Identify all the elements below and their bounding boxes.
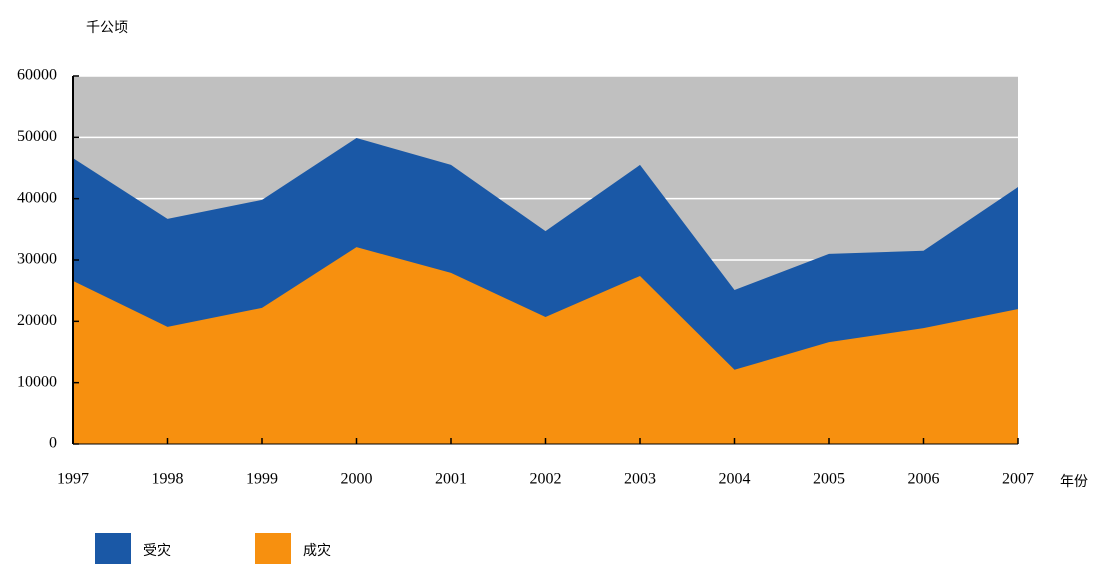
- y-tick-label: 60000: [17, 67, 57, 84]
- x-tick-label: 2000: [341, 471, 373, 488]
- area: [73, 247, 1018, 444]
- x-tick-label: 2007: [1002, 471, 1034, 488]
- y-tick-label: 10000: [17, 373, 57, 390]
- y-tick-label: 0: [49, 435, 57, 452]
- y-tick-label: 50000: [17, 128, 57, 145]
- y-tick-label: 20000: [17, 312, 57, 329]
- x-tick-label: 2004: [719, 471, 751, 488]
- y-axis-label: 千公顷: [86, 20, 128, 36]
- y-tick-label: 30000: [17, 251, 57, 268]
- x-tick-label: 2005: [813, 471, 845, 488]
- x-tick-label: 1997: [57, 471, 89, 488]
- legend-swatch: [95, 533, 131, 564]
- x-tick-label: 2001: [435, 471, 467, 488]
- legend-label: 受灾: [143, 542, 171, 559]
- x-axis-label: 年份: [1060, 474, 1088, 490]
- legend-swatch: [255, 533, 291, 564]
- x-tick-label: 2006: [908, 471, 940, 488]
- x-tick-label: 1998: [152, 471, 184, 488]
- legend-label: 成灾: [303, 542, 331, 559]
- x-tick-label: 1999: [246, 471, 278, 488]
- x-tick-label: 2002: [530, 471, 562, 488]
- x-tick-label: 2003: [624, 471, 656, 488]
- y-tick-label: 40000: [17, 189, 57, 206]
